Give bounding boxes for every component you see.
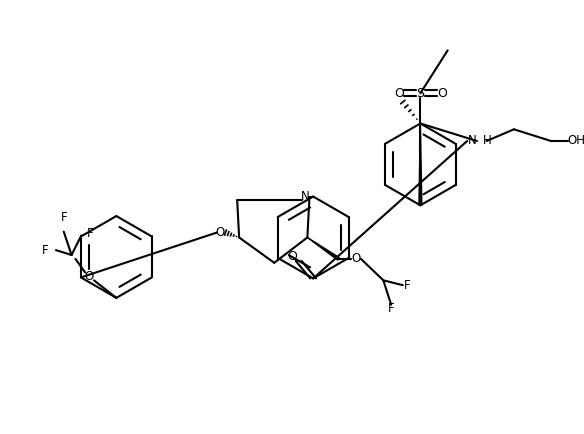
Polygon shape [307, 237, 339, 260]
Text: O: O [215, 226, 224, 239]
Text: S: S [416, 87, 425, 100]
Text: F: F [388, 302, 394, 315]
Text: N: N [468, 135, 477, 148]
Text: F: F [41, 243, 48, 256]
Text: O: O [85, 270, 93, 283]
Text: O: O [352, 253, 361, 266]
Text: OH: OH [567, 135, 584, 148]
Text: F: F [60, 211, 67, 224]
Text: O: O [394, 87, 404, 100]
Text: F: F [404, 279, 410, 292]
Text: F: F [87, 227, 94, 240]
Text: N: N [301, 190, 310, 203]
Text: O: O [437, 87, 447, 100]
Text: O: O [287, 250, 297, 263]
Polygon shape [419, 123, 422, 205]
Text: H: H [483, 135, 492, 148]
